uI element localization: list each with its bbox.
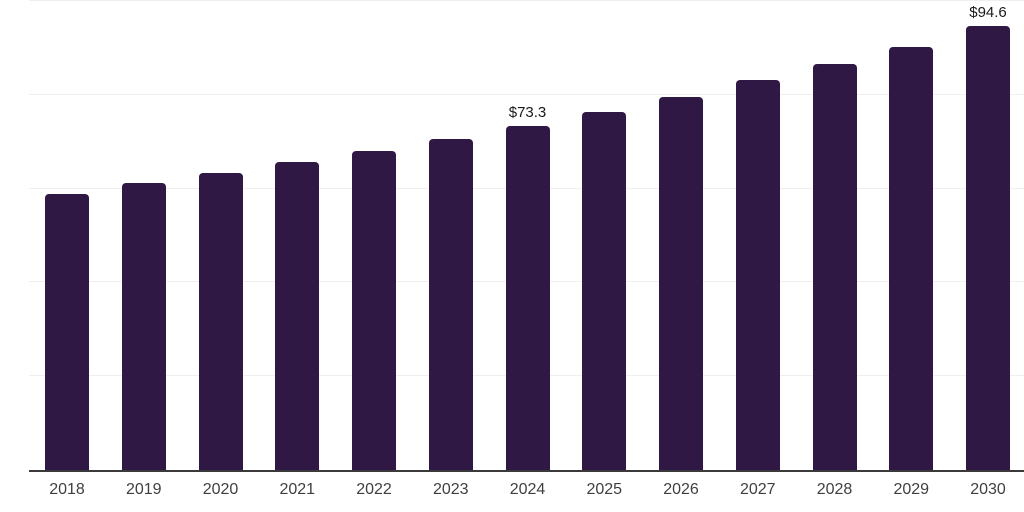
- bar-2028: [812, 64, 857, 470]
- x-tick-2030: 2030: [970, 481, 1006, 498]
- bar-cell-2029: 2029: [889, 0, 934, 498]
- bar-cell-2021: 2021: [275, 0, 320, 498]
- value-label-2030: $94.6: [969, 4, 1007, 22]
- x-tick-2019: 2019: [125, 481, 162, 498]
- bar-2030: [966, 26, 1010, 470]
- x-tick-2025: 2025: [586, 481, 623, 498]
- bar-cell-2019: 2019: [121, 0, 166, 498]
- value-label-2024: $73.3: [508, 104, 547, 122]
- bar-cell-2018: 2018: [45, 0, 89, 498]
- x-tick-2024: 2024: [509, 481, 546, 498]
- bar-2023: [428, 138, 473, 470]
- x-tick-2023: 2023: [432, 481, 469, 498]
- x-tick-2026: 2026: [663, 481, 699, 498]
- x-tick-2018: 2018: [49, 481, 85, 498]
- bar-cell-2027: 2027: [735, 0, 780, 498]
- bar-2025: [582, 111, 627, 470]
- bar-cell-2020: 2020: [198, 0, 243, 498]
- bar-2027: [735, 79, 780, 470]
- gridline-80: [29, 93, 1024, 95]
- bar-2024: [505, 126, 550, 470]
- x-tick-2020: 2020: [202, 481, 239, 498]
- x-tick-2022: 2022: [356, 481, 392, 498]
- bar-2018: [45, 193, 89, 470]
- bar-2026: [659, 97, 703, 470]
- x-tick-2029: 2029: [893, 481, 930, 498]
- bar-2021: [275, 162, 320, 470]
- bar-cell-2025: 2025: [582, 0, 627, 498]
- bar-2019: [121, 182, 166, 470]
- bar-cell-2023: 2023: [428, 0, 473, 498]
- plot-area: 2018 2019 2020 2021 2022 2023 $73.3 2024 2025 202…: [29, 0, 1024, 498]
- x-tick-2028: 2028: [816, 481, 853, 498]
- bar-2022: [352, 151, 396, 470]
- gridline-100: [29, 0, 1024, 1]
- x-tick-2027: 2027: [739, 481, 776, 498]
- bar-cell-2024: $73.3 2024: [505, 0, 550, 498]
- bar-cell-2028: 2028: [812, 0, 857, 498]
- bar-2020: [198, 173, 243, 470]
- x-tick-2021: 2021: [279, 481, 316, 498]
- bar-2029: [889, 46, 934, 470]
- bar-cell-2026: 2026: [659, 0, 703, 498]
- bar-cell-2030: $94.6 2030: [966, 0, 1010, 498]
- bar-cell-2022: 2022: [352, 0, 396, 498]
